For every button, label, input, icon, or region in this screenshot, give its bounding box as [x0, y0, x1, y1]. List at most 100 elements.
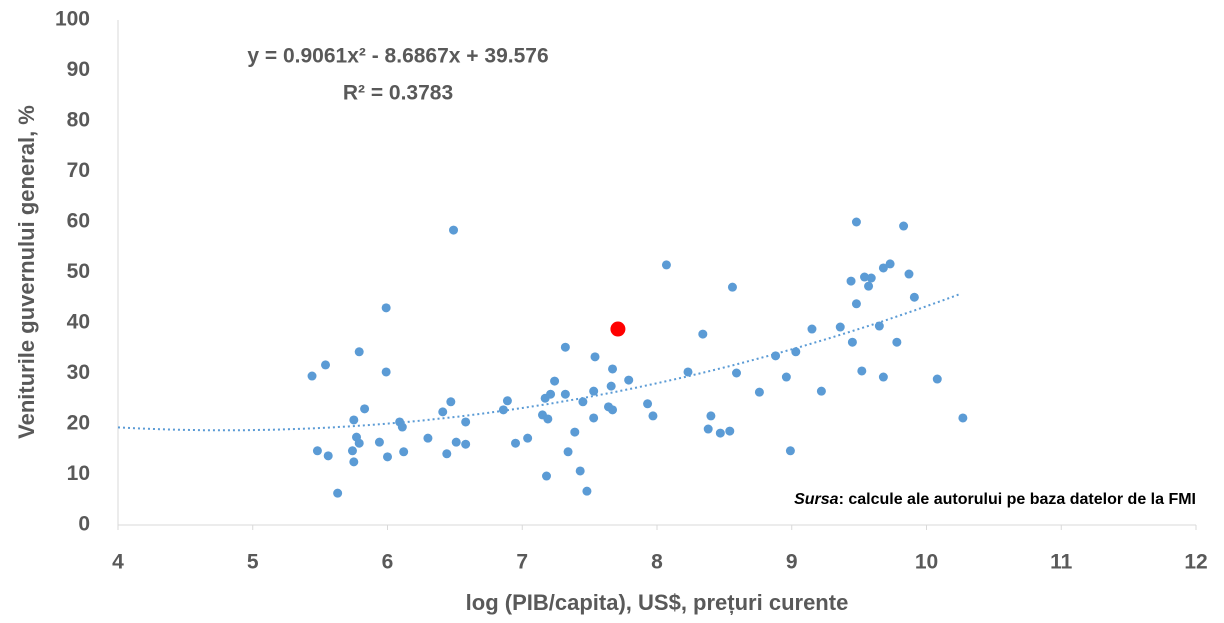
- point: [461, 439, 471, 449]
- point: [754, 387, 764, 397]
- point: [851, 217, 861, 227]
- point: [846, 276, 856, 286]
- point: [857, 366, 867, 376]
- point: [860, 272, 870, 282]
- point: [381, 303, 391, 313]
- y-tick-label: 70: [67, 159, 90, 182]
- point: [661, 260, 671, 270]
- point: [354, 438, 364, 448]
- y-tick-label: 60: [67, 210, 90, 233]
- point: [608, 364, 618, 374]
- point: [878, 263, 888, 273]
- point: [449, 225, 459, 235]
- point: [438, 407, 448, 417]
- point: [546, 389, 556, 399]
- point: [648, 411, 658, 421]
- point: [706, 411, 716, 421]
- point: [785, 446, 795, 456]
- point: [715, 428, 725, 438]
- point: [864, 281, 874, 291]
- point: [582, 486, 592, 496]
- point: [560, 342, 570, 352]
- x-tick-label: 6: [382, 551, 394, 574]
- point: [451, 437, 461, 447]
- point: [502, 396, 512, 406]
- y-tick-label: 0: [78, 513, 90, 536]
- point: [570, 427, 580, 437]
- point: [771, 351, 781, 361]
- point: [608, 405, 618, 415]
- point: [847, 337, 857, 347]
- point: [835, 322, 845, 332]
- trendline-r2: R² = 0.3783: [343, 82, 453, 105]
- point: [442, 449, 452, 459]
- point: [589, 413, 599, 423]
- y-tick-label: 10: [67, 462, 90, 485]
- source-note: Sursa: calcule ale autorului pe baza dat…: [794, 491, 1196, 508]
- point: [383, 452, 392, 462]
- y-tick-label: 80: [67, 109, 90, 132]
- source-label: Sursa: [794, 491, 839, 508]
- point: [543, 414, 553, 424]
- x-tick-label: 12: [1184, 551, 1207, 574]
- point: [347, 446, 357, 456]
- point: [589, 386, 599, 396]
- point: [563, 447, 573, 457]
- point: [892, 337, 902, 347]
- y-axis-label: Veniturile guvernului general, %: [14, 105, 39, 439]
- point: [312, 446, 322, 456]
- point: [542, 471, 552, 481]
- point: [399, 447, 409, 457]
- point: [397, 422, 407, 432]
- point: [725, 426, 735, 436]
- point: [885, 259, 895, 269]
- point: [606, 381, 616, 391]
- point: [321, 360, 331, 370]
- point: [698, 329, 708, 339]
- y-tick-label: 100: [55, 8, 90, 31]
- y-tick-label: 20: [67, 412, 90, 435]
- point: [578, 397, 588, 407]
- point: [307, 371, 317, 381]
- point: [423, 433, 433, 443]
- point: [446, 397, 456, 407]
- x-tick-label: 9: [786, 551, 798, 574]
- point: [461, 417, 471, 427]
- point: [703, 424, 713, 434]
- x-axis-label: log (PIB/capita), US$, prețuri curente: [466, 590, 849, 615]
- point: [550, 376, 560, 386]
- point: [360, 404, 370, 414]
- y-tick-label: 90: [67, 58, 90, 81]
- point: [323, 451, 333, 461]
- trendline-equation: y = 0.9061x² - 8.6867x + 39.576: [247, 45, 548, 68]
- point: [878, 372, 888, 382]
- y-tick-label: 40: [67, 311, 90, 334]
- point: [781, 372, 791, 382]
- point: [523, 433, 533, 443]
- x-tick-label: 5: [247, 551, 259, 574]
- y-tick-label: 50: [67, 260, 90, 283]
- point: [807, 324, 817, 334]
- trendline: [117, 293, 961, 432]
- point: [899, 221, 909, 231]
- x-tick-label: 7: [516, 551, 528, 574]
- source-text: : calcule ale autorului pe baza datelor …: [839, 491, 1196, 508]
- point: [354, 347, 364, 357]
- point: [333, 488, 343, 498]
- point: [958, 413, 968, 423]
- point: [683, 367, 693, 377]
- y-tick-label: 30: [67, 361, 90, 384]
- point: [560, 389, 570, 399]
- highlight-point: [610, 321, 626, 337]
- point: [816, 386, 826, 396]
- point: [498, 405, 508, 415]
- point: [575, 466, 585, 476]
- x-tick-label: 10: [915, 551, 938, 574]
- point: [791, 347, 801, 357]
- point: [866, 273, 876, 283]
- point: [511, 438, 521, 448]
- point: [349, 415, 359, 425]
- point: [349, 457, 359, 467]
- x-tick-label: 8: [651, 551, 663, 574]
